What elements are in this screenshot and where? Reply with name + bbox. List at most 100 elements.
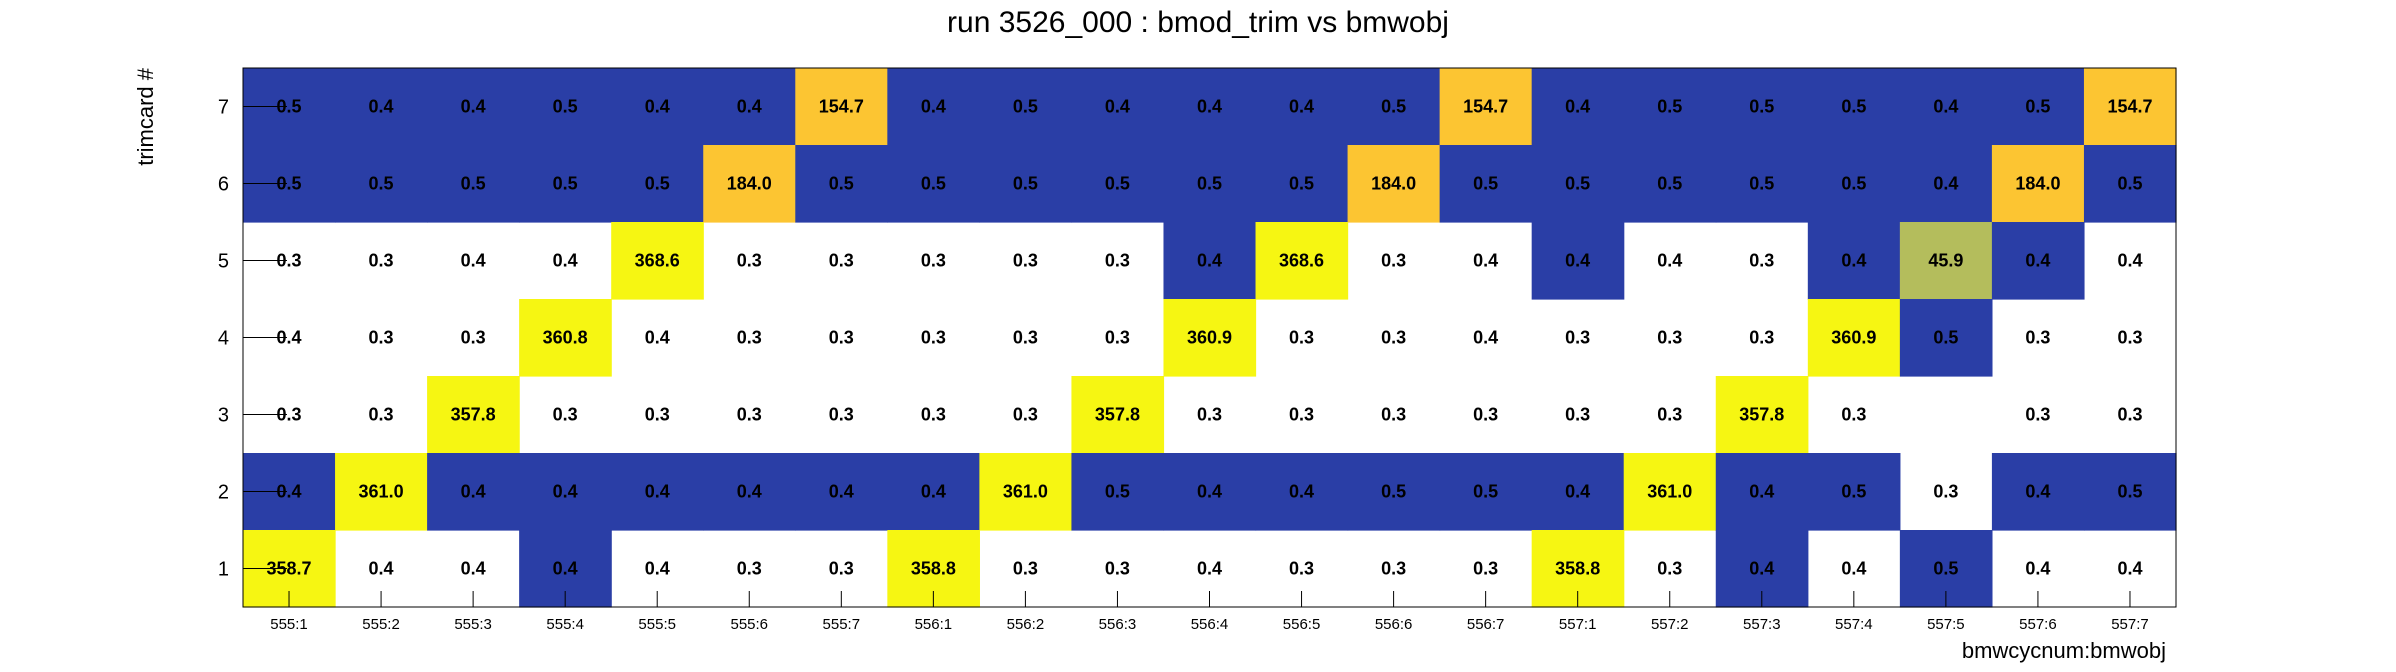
heatmap-cell bbox=[1715, 145, 1809, 223]
cell-value-label: 361.0 bbox=[359, 482, 404, 502]
x-tick-label: 555:3 bbox=[454, 616, 492, 633]
cell-value-label: 0.4 bbox=[645, 97, 670, 117]
heatmap-cell bbox=[335, 145, 428, 223]
heatmap-cell bbox=[1807, 222, 1901, 300]
heatmap-cell bbox=[1531, 68, 1625, 146]
cell-value-label: 0.3 bbox=[1013, 559, 1038, 579]
heatmap-cell bbox=[703, 145, 796, 223]
x-tick-label: 557:1 bbox=[1559, 616, 1597, 633]
cell-value-label: 0.3 bbox=[1565, 328, 1590, 348]
cell-value-label: 0.4 bbox=[1197, 482, 1222, 502]
cell-value-label: 0.3 bbox=[2117, 405, 2142, 425]
cell-value-label: 0.5 bbox=[553, 97, 578, 117]
cell-value-label: 0.4 bbox=[369, 97, 394, 117]
cell-value-label: 0.3 bbox=[737, 328, 762, 348]
cell-value-label: 368.6 bbox=[1279, 251, 1324, 271]
heatmap-cell bbox=[703, 453, 796, 531]
cell-value-label: 0.4 bbox=[1933, 97, 1958, 117]
cell-value-label: 0.3 bbox=[2025, 405, 2050, 425]
heatmap-cell bbox=[1071, 453, 1165, 531]
heatmap-cell bbox=[1807, 68, 1901, 146]
heatmap-cell bbox=[1899, 222, 1993, 300]
cell-value-label: 0.5 bbox=[277, 174, 302, 194]
cell-value-label: 0.5 bbox=[369, 174, 394, 194]
cell-value-label: 0.5 bbox=[553, 174, 578, 194]
heatmap-cell bbox=[795, 68, 888, 146]
cell-value-label: 0.3 bbox=[829, 251, 854, 271]
cell-value-label: 0.3 bbox=[1197, 405, 1222, 425]
heatmap-cell bbox=[1347, 68, 1441, 146]
cell-value-label: 0.5 bbox=[1565, 174, 1590, 194]
x-axis-label: bmwcycnum:bmwobj bbox=[1962, 638, 2166, 663]
x-tick-label: 555:7 bbox=[823, 616, 861, 633]
cell-value-label: 0.5 bbox=[1749, 97, 1774, 117]
x-axis: 555:1 555:2 555:3 555:4 555:5 555:6 555:7 556:1… bbox=[270, 591, 2149, 633]
x-tick-label: 556:1 bbox=[915, 616, 953, 633]
cell-value-label: 0.5 bbox=[1013, 97, 1038, 117]
x-tick-label: 556:3 bbox=[1099, 616, 1137, 633]
cell-value-label: 0.4 bbox=[921, 97, 946, 117]
cell-value-label: 0.5 bbox=[2117, 482, 2142, 502]
cell-value-label: 0.4 bbox=[553, 251, 578, 271]
x-tick-label: 556:6 bbox=[1375, 616, 1413, 633]
x-tick-label: 555:2 bbox=[362, 616, 400, 633]
heatmap-cell bbox=[1347, 145, 1441, 223]
heatmap-cell bbox=[887, 68, 980, 146]
cell-value-label: 0.4 bbox=[461, 559, 486, 579]
cell-value-label: 0.5 bbox=[1381, 482, 1406, 502]
cell-value-label: 360.9 bbox=[1831, 328, 1876, 348]
x-tick-label: 557:5 bbox=[1927, 616, 1965, 633]
heatmap-cell bbox=[1071, 68, 1165, 146]
cell-value-label: 0.3 bbox=[1749, 328, 1774, 348]
cell-value-label: 0.4 bbox=[553, 482, 578, 502]
heatmap-cell bbox=[979, 453, 1073, 531]
cell-value-label: 0.4 bbox=[1933, 174, 1958, 194]
heatmap-cell bbox=[1071, 376, 1165, 454]
cell-value-label: 0.5 bbox=[1657, 174, 1682, 194]
cell-value-label: 0.5 bbox=[1013, 174, 1038, 194]
heatmap-cell bbox=[1163, 453, 1257, 531]
cell-value-label: 0.4 bbox=[461, 251, 486, 271]
cell-value-label: 0.5 bbox=[1841, 174, 1866, 194]
heatmap-cell bbox=[427, 145, 520, 223]
heatmap-cell bbox=[1991, 453, 2085, 531]
heatmap-cell bbox=[1163, 68, 1257, 146]
cell-value-label: 0.3 bbox=[1565, 405, 1590, 425]
x-tick-label: 555:6 bbox=[730, 616, 768, 633]
cell-value-label: 0.3 bbox=[1657, 328, 1682, 348]
cell-value-label: 0.5 bbox=[461, 174, 486, 194]
cell-value-label: 0.3 bbox=[1013, 328, 1038, 348]
heatmap-cell bbox=[887, 453, 980, 531]
cell-value-label: 0.5 bbox=[2117, 174, 2142, 194]
cell-value-label: 0.4 bbox=[737, 97, 762, 117]
cell-value-label: 0.3 bbox=[1749, 251, 1774, 271]
x-tick-label: 556:5 bbox=[1283, 616, 1321, 633]
y-tick-label: 1 bbox=[218, 559, 229, 581]
cell-value-label: 0.3 bbox=[1381, 251, 1406, 271]
cell-value-label: 357.8 bbox=[451, 405, 496, 425]
cell-value-label: 0.5 bbox=[1933, 559, 1958, 579]
cell-value-label: 360.9 bbox=[1187, 328, 1232, 348]
heatmap-cell bbox=[611, 68, 704, 146]
heatmap-cell bbox=[979, 145, 1073, 223]
cell-value-label: 0.3 bbox=[1105, 328, 1130, 348]
heatmap-cell bbox=[611, 453, 704, 531]
heatmap-cell bbox=[2083, 68, 2177, 146]
cell-value-label: 0.4 bbox=[1749, 559, 1774, 579]
cell-value-label: 0.3 bbox=[1657, 405, 1682, 425]
cell-value-label: 0.4 bbox=[369, 559, 394, 579]
heatmap-cell bbox=[1623, 68, 1717, 146]
heatmap-cell bbox=[1531, 453, 1625, 531]
cell-value-label: 0.5 bbox=[1105, 482, 1130, 502]
cell-value-label: 0.5 bbox=[829, 174, 854, 194]
cell-value-label: 0.4 bbox=[1657, 251, 1682, 271]
heatmap-cell bbox=[1715, 68, 1809, 146]
cell-value-label: 0.4 bbox=[277, 482, 302, 502]
cell-value-label: 361.0 bbox=[1647, 482, 1692, 502]
cell-value-label: 0.4 bbox=[1473, 328, 1498, 348]
heatmap-cell bbox=[427, 376, 520, 454]
heatmap-cell bbox=[1715, 376, 1809, 454]
chart-title: run 3526_000 : bmod_trim vs bmwobj bbox=[947, 6, 1449, 39]
cell-value-label: 360.8 bbox=[543, 328, 588, 348]
